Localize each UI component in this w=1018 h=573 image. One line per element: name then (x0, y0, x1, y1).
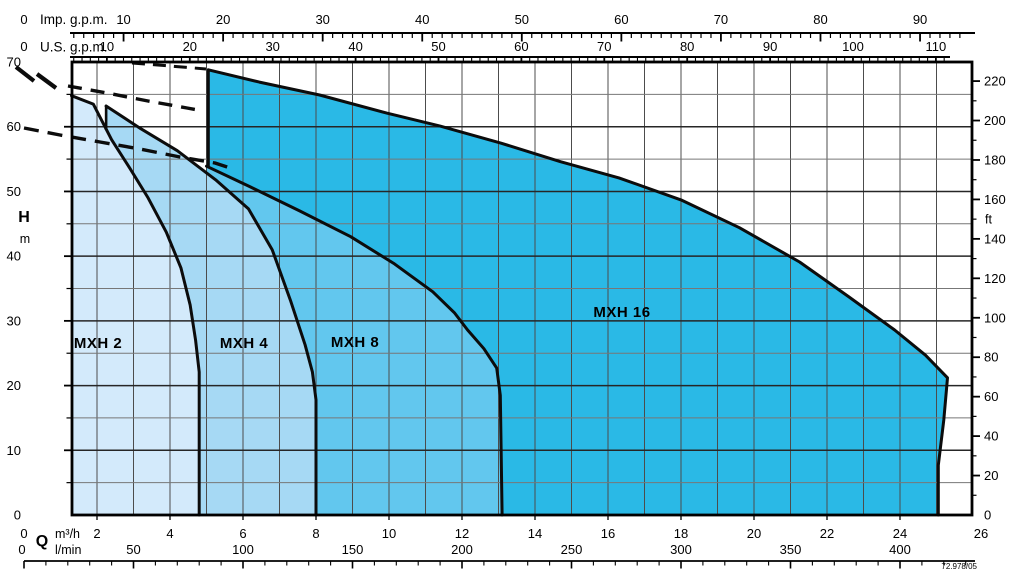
flow-m3h-tick-label: 10 (382, 526, 396, 541)
curve-mxh-2 (70, 94, 201, 517)
flow-m3h-tick-label: 20 (747, 526, 761, 541)
curve-mxh-16 (206, 68, 949, 517)
flow-m3h-tick-label: 6 (239, 526, 246, 541)
flow-m3h-unit: m³/h (55, 527, 80, 541)
us-gpm-tick-label: 40 (348, 39, 362, 54)
head-ft-tick-label: 0 (984, 508, 991, 523)
us-gpm-tick-label: 50 (431, 39, 445, 54)
head-m-tick-label: 40 (7, 249, 21, 264)
head-m-tick-label: 50 (7, 184, 21, 199)
curve-mxh-8 (205, 164, 504, 517)
head-ft-tick-label: 200 (984, 113, 1006, 128)
head-m-tick-label: 20 (7, 378, 21, 393)
flow-m3h-tick-label: 26 (974, 526, 988, 541)
head-ft-tick-label: 220 (984, 74, 1006, 89)
imp-gpm-tick-label: 20 (216, 12, 230, 27)
head-ft-unit: ft (985, 213, 992, 227)
flow-lmin-tick-label: 100 (232, 542, 254, 557)
us-gpm-tick-label: 10 (100, 39, 114, 54)
imp-gpm-tick-label: 0 (20, 12, 27, 27)
us-gpm-tick-label: 70 (597, 39, 611, 54)
flow-lmin-tick-label: 400 (889, 542, 911, 557)
head-m-tick-label: 10 (7, 443, 21, 458)
flow-lmin-tick-label: 350 (780, 542, 802, 557)
us-gpm-tick-label: 0 (20, 39, 27, 54)
imp-gpm-axis-title: Imp. g.p.m. (40, 12, 108, 27)
head-ft-tick-label: 80 (984, 350, 998, 365)
flow-m3h-tick-label: 4 (166, 526, 173, 541)
flow-axis-symbol: Q (36, 533, 48, 550)
dashed-limit-lower (23, 126, 231, 170)
head-ft-tick-label: 60 (984, 389, 998, 404)
head-axis-symbol: H (18, 209, 30, 226)
head-ft-tick-label: 140 (984, 231, 1006, 246)
head-m-tick-label: 70 (7, 55, 21, 70)
curve-mxh-4 (104, 104, 318, 517)
imp-gpm-tick-label: 70 (714, 12, 728, 27)
dashed-limit-upper (67, 84, 199, 112)
head-ft-tick-label: 20 (984, 468, 998, 483)
head-ft-tick-label: 160 (984, 192, 1006, 207)
region-label-mxh-4: MXH 4 (220, 335, 269, 352)
imp-gpm-tick-label: 40 (415, 12, 429, 27)
imp-gpm-tick-label: 80 (813, 12, 827, 27)
flow-m3h-zero: 0 (20, 526, 27, 541)
region-label-mxh-2: MXH 2 (74, 335, 122, 352)
envelope-curves (70, 68, 949, 517)
imp-gpm-tick-label: 30 (315, 12, 329, 27)
envelope-mxh-2 (71, 95, 200, 515)
us-gpm-tick-label: 80 (680, 39, 694, 54)
flow-m3h-tick-label: 2 (93, 526, 100, 541)
region-label-mxh-8: MXH 8 (331, 334, 379, 351)
flow-lmin-tick-label: 50 (126, 542, 140, 557)
flow-m3h-tick-label: 14 (528, 526, 542, 541)
dashed-limit-upper-lead (14, 65, 36, 83)
dashed-limit-upper-lead (35, 72, 58, 90)
head-ft-tick-label: 100 (984, 310, 1006, 325)
head-m-tick-label: 60 (7, 119, 21, 134)
region-labels: MXH 16 MXH 8 MXH 4 MXH 2 (74, 304, 650, 352)
us-gpm-axis-title: U.S. g.p.m. (40, 40, 108, 55)
flow-m3h-tick-label: 8 (312, 526, 319, 541)
flow-m3h-tick-label: 22 (820, 526, 834, 541)
imp-gpm-tick-label: 10 (116, 12, 130, 27)
head-ft-tick-label: 120 (984, 271, 1006, 286)
head-ft-tick-label: 40 (984, 429, 998, 444)
flow-lmin-zero: 0 (18, 542, 25, 557)
flow-lmin-tick-label: 150 (342, 542, 364, 557)
us-gpm-tick-label: 60 (514, 39, 528, 54)
flow-lmin-tick-label: 300 (670, 542, 692, 557)
imp-gpm-tick-label: 60 (614, 12, 628, 27)
flow-m3h-tick-label: 12 (455, 526, 469, 541)
imp-gpm-tick-label: 90 (913, 12, 927, 27)
envelope-fills (71, 69, 948, 516)
imp-gpm-tick-label: 50 (515, 12, 529, 27)
flow-m3h-tick-label: 16 (601, 526, 615, 541)
drawing-code: 72.978/05 (941, 562, 977, 571)
dashed-limit-curves (14, 61, 231, 170)
flow-lmin-tick-label: 250 (561, 542, 583, 557)
flow-lmin-tick-label: 200 (451, 542, 473, 557)
dashed-mxh16-extension (131, 61, 207, 71)
head-ft-tick-label: 180 (984, 152, 1006, 167)
flow-m3h-tick-label: 24 (893, 526, 907, 541)
region-label-mxh-16: MXH 16 (593, 304, 650, 321)
head-m-tick-label: 30 (7, 313, 21, 328)
us-gpm-tick-label: 30 (265, 39, 279, 54)
flow-m3h-tick-label: 18 (674, 526, 688, 541)
us-gpm-tick-label: 110 (926, 39, 947, 54)
flow-lmin-unit: l/min (55, 543, 81, 557)
grid (72, 62, 972, 515)
us-gpm-tick-label: 100 (842, 39, 864, 54)
head-m-tick-label: 0 (14, 508, 21, 523)
us-gpm-tick-label: 20 (183, 39, 197, 54)
head-m-unit: m (20, 232, 30, 246)
us-gpm-tick-label: 90 (763, 39, 777, 54)
